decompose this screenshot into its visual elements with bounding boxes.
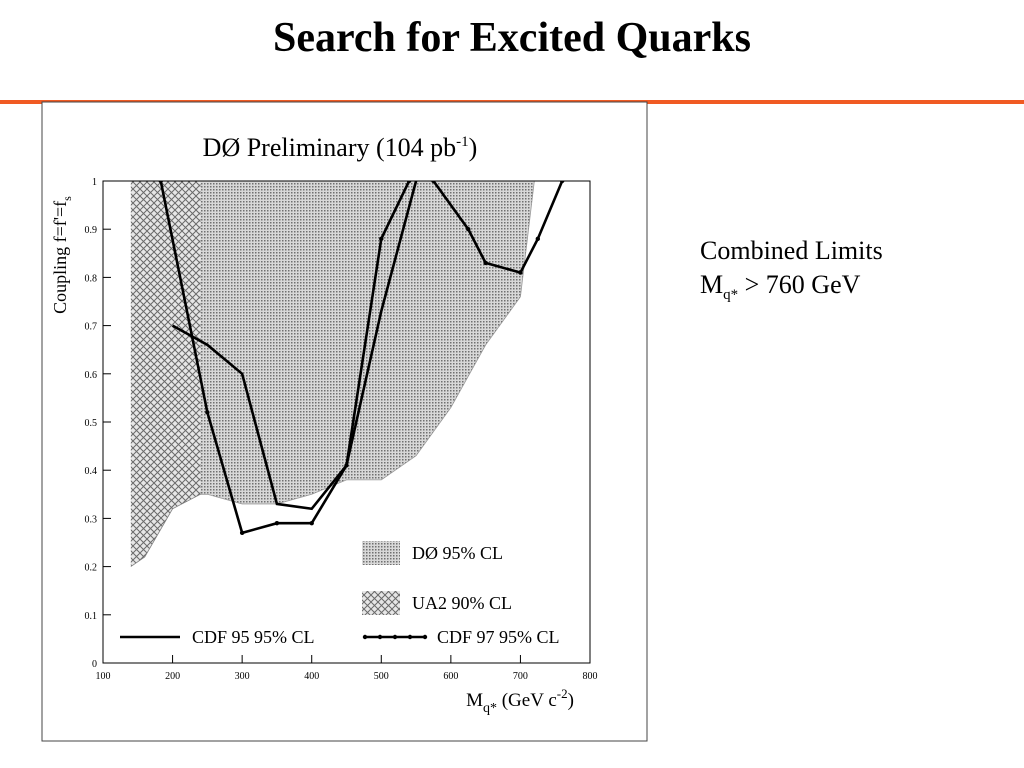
note-text: M	[700, 270, 724, 299]
legend-marker	[407, 634, 413, 640]
line-marker	[239, 530, 245, 536]
plot-area	[130, 181, 565, 567]
line	[159, 181, 564, 535]
slide-title: Search for Excited Quarks	[273, 15, 751, 61]
chart-title: DØ Preliminary (104 pb-1)	[203, 133, 478, 162]
y-tick-label: 0	[92, 659, 97, 670]
x-axis-label-mid: (GeV c	[497, 690, 557, 711]
x-axis-label-sub: q*	[483, 701, 497, 716]
legend-marker	[392, 634, 398, 640]
legend-marker	[422, 634, 428, 640]
legend-marker	[377, 634, 383, 640]
x-axis-label-sup: -2	[557, 686, 568, 701]
area-fill	[130, 181, 201, 567]
x-tick-label: 500	[374, 671, 389, 682]
y-tick-label: 0.9	[85, 225, 98, 236]
note-sub: q*	[723, 287, 739, 304]
x-tick-label: 100	[96, 671, 111, 682]
line-marker	[483, 260, 488, 266]
y-tick-label: 0.1	[85, 611, 98, 622]
y-tick-label: 0.5	[85, 418, 98, 429]
line-marker	[518, 270, 523, 275]
chart-title-text: DØ Preliminary (104 pb	[203, 133, 456, 162]
x-axis-label-text: M	[466, 690, 483, 711]
y-axis-label-sub: s	[60, 196, 74, 201]
y-tick-label: 0.6	[85, 370, 98, 381]
x-axis-label-end: )	[568, 690, 574, 711]
y-tick-label: 0.4	[85, 466, 98, 477]
x-tick-label: 600	[443, 671, 458, 682]
y-axis-label-text: Coupling f=f'=f	[50, 201, 70, 314]
note-line: Mq* > 760 GeV	[700, 268, 883, 312]
legend-swatch	[362, 541, 400, 565]
line-marker	[406, 181, 412, 184]
line-marker	[309, 521, 314, 526]
legend-label: UA2 90% CL	[412, 593, 512, 613]
area-fill	[172, 181, 535, 504]
x-tick-label: 400	[304, 671, 319, 682]
chart-title-sup: -1	[456, 134, 469, 150]
area-edge	[172, 181, 535, 505]
y-tick-label: 0.2	[85, 563, 98, 574]
line-marker	[466, 227, 471, 232]
line-marker	[431, 181, 436, 184]
area-edge	[130, 493, 201, 567]
legend-label: CDF 95 95% CL	[192, 627, 315, 647]
legend-label: CDF 97 95% CL	[437, 627, 560, 647]
y-tick-label: 0.7	[85, 322, 98, 333]
x-axis-label: Mq* (GeV c-2)	[466, 686, 574, 716]
y-tick-label: 0.8	[85, 273, 98, 284]
legend-swatch	[362, 591, 400, 615]
line-marker	[158, 181, 163, 184]
y-axis-label: Coupling f=f'=fs	[50, 196, 74, 314]
line-marker	[274, 521, 280, 526]
line-marker	[535, 236, 541, 242]
legend-label: DØ 95% CL	[412, 543, 503, 563]
legend-marker	[362, 634, 368, 640]
chart-title-end: )	[469, 133, 478, 162]
line	[171, 181, 418, 511]
x-tick-label: 800	[583, 671, 598, 682]
x-tick-label: 200	[165, 671, 180, 682]
y-tick-label: 0.3	[85, 514, 98, 525]
line-marker	[379, 236, 384, 242]
x-tick-label: 700	[513, 671, 528, 682]
line-marker	[344, 463, 349, 468]
note: Combined Limits Mq* > 760 GeV	[700, 234, 883, 312]
note-line: Combined Limits	[700, 236, 883, 265]
line-marker	[205, 410, 210, 415]
y-tick-label: 1	[92, 177, 97, 188]
x-tick-label: 300	[235, 671, 250, 682]
note-text: > 760 GeV	[738, 270, 861, 299]
line-marker	[559, 181, 565, 184]
